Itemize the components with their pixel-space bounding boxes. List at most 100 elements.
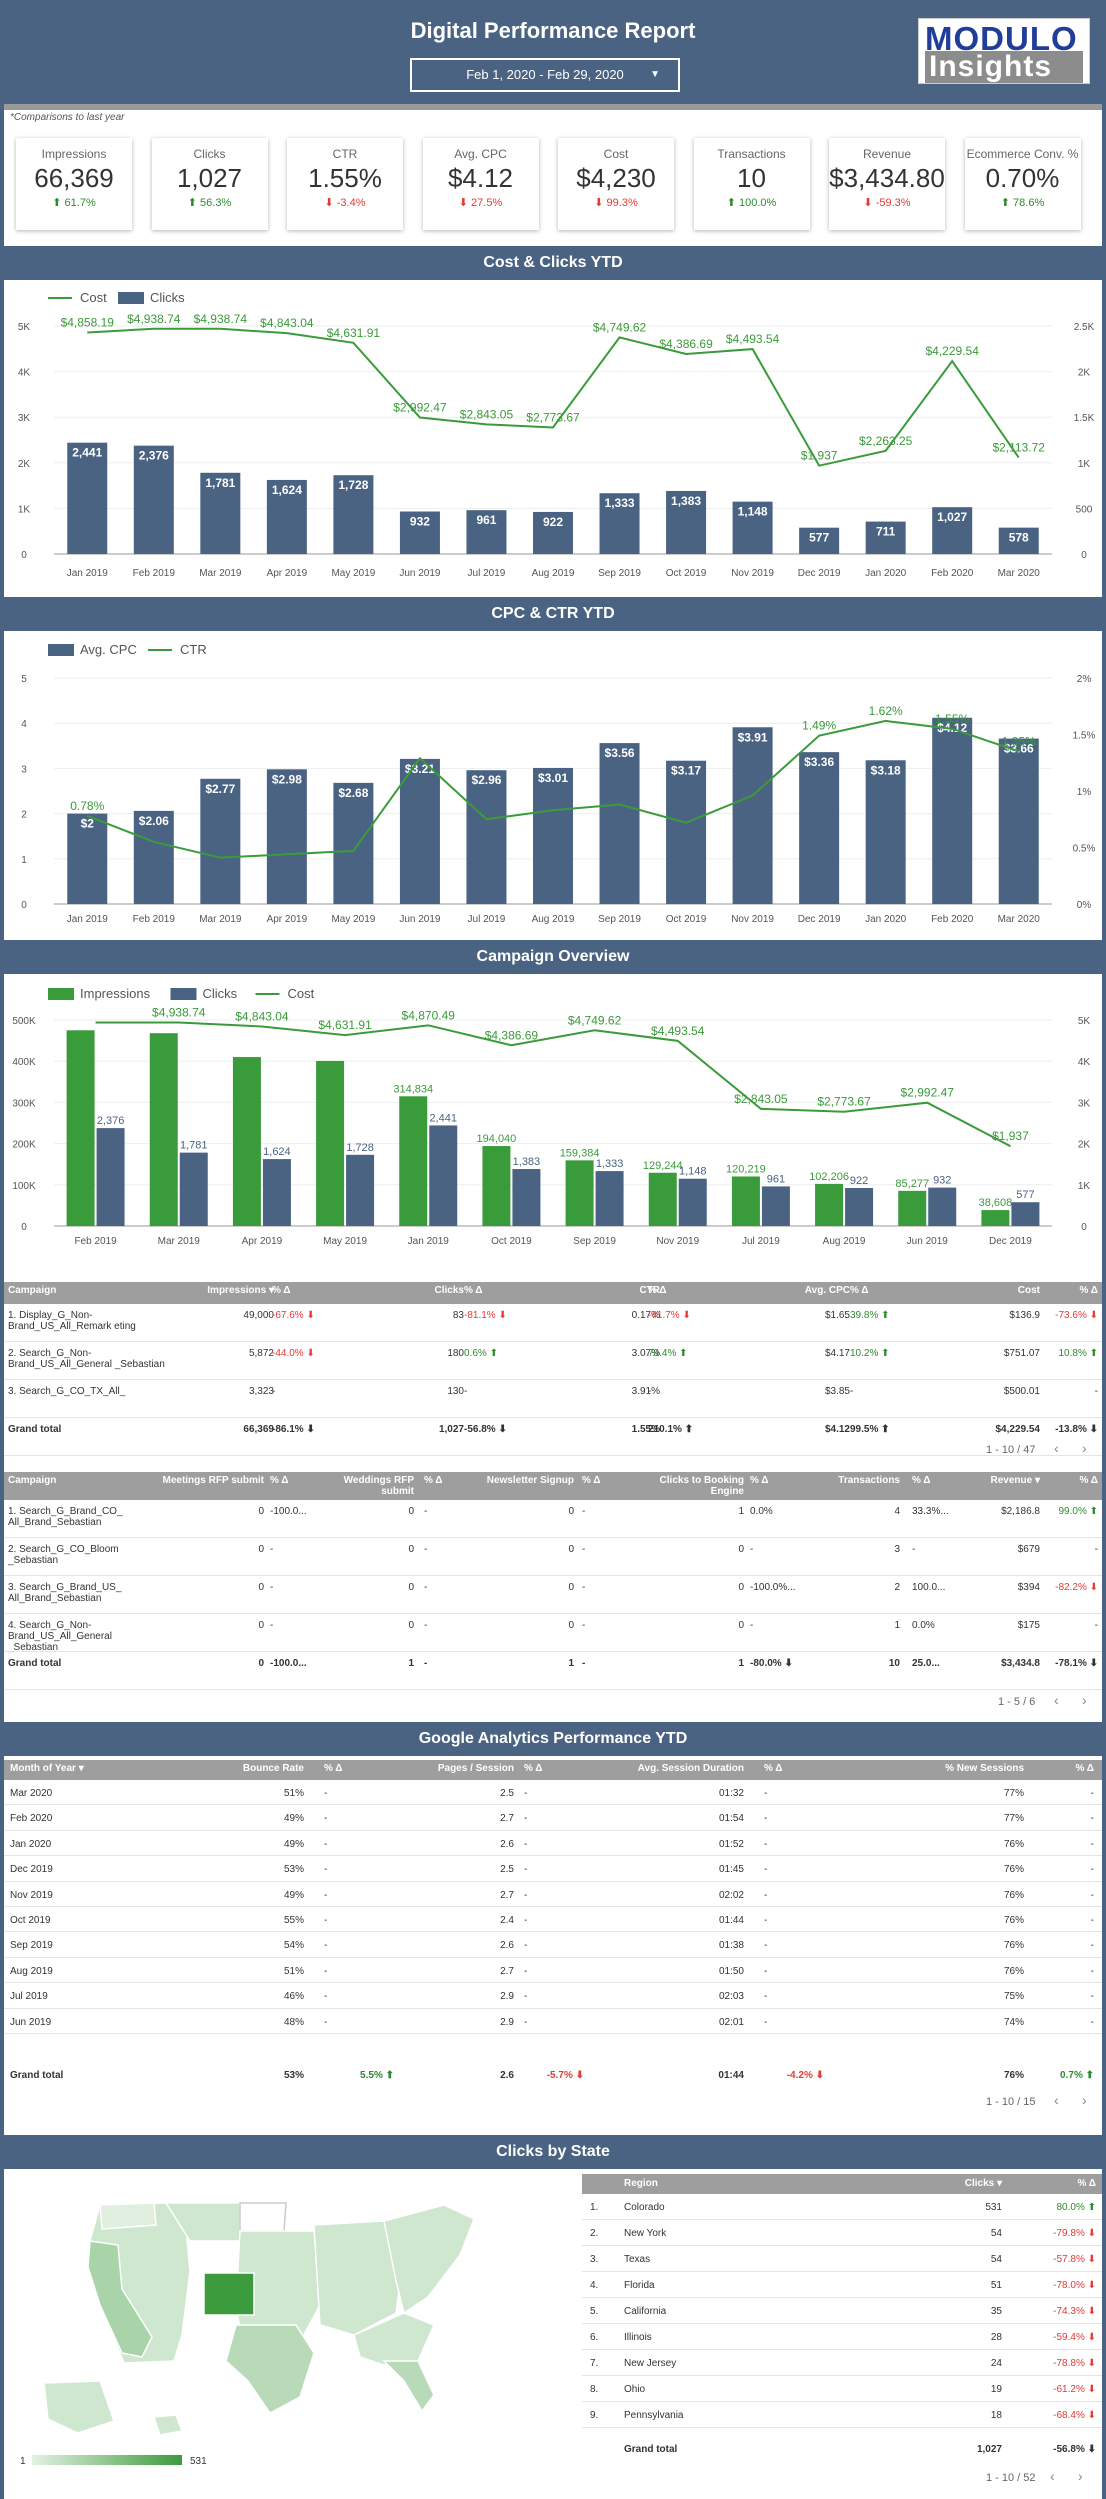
table-cell: 100.0...: [912, 1582, 946, 1593]
table-row[interactable]: Sep 2019 54% -2.6-01:38-76% -: [4, 1932, 1102, 1957]
column-header[interactable]: % Δ: [270, 1475, 289, 1486]
x-tick-label: Feb 2020: [931, 914, 974, 925]
logo: MODULO Insights: [918, 18, 1090, 84]
prev-page-icon[interactable]: ‹: [1054, 1440, 1059, 1456]
column-header[interactable]: % Δ: [582, 1475, 601, 1486]
table-row[interactable]: 2. Search_G_CO_Bloom _Sebastian 0-0-0-0-3…: [4, 1538, 1102, 1576]
table-row[interactable]: 6. Illinois 28 -59.4% ⬇: [582, 2324, 1102, 2350]
table-cell: -: [524, 2016, 528, 2028]
table-cell: 10: [888, 1658, 900, 1669]
column-header[interactable]: Meetings RFP submit: [162, 1475, 265, 1486]
column-header[interactable]: Revenue ▾: [990, 1475, 1040, 1486]
table-row[interactable]: 5. California 35 -74.3% ⬇: [582, 2298, 1102, 2324]
table-row[interactable]: 3. Search_G_Brand_US_ All_Brand_Sebastia…: [4, 1576, 1102, 1614]
table-row[interactable]: Grand total 0 -100.0... 1-1-1 -80.0% ⬇ 10 25.0…: [4, 1652, 1102, 1690]
column-header[interactable]: Pages / Session: [437, 1763, 514, 1774]
table-cell: 3: [894, 1544, 900, 1555]
table-row[interactable]: 2. New York 54 -79.8% ⬇: [582, 2220, 1102, 2246]
table-row[interactable]: Mar 2020 51% -2.5-01:32-77% -: [4, 1780, 1102, 1805]
column-header[interactable]: % New Sessions: [945, 1763, 1024, 1774]
line-data-label: $2,843.05: [734, 1092, 788, 1106]
column-header[interactable]: % Δ: [764, 1763, 783, 1774]
line-data-label: $4,229.54: [926, 344, 980, 358]
table-row[interactable]: 1. Colorado 531 80.0% ⬆: [582, 2194, 1102, 2220]
column-header[interactable]: % Δ: [1079, 1285, 1099, 1296]
next-page-icon[interactable]: ›: [1082, 1440, 1087, 1456]
grand-total-cell: 5.5% ⬆: [360, 2070, 394, 2081]
table-row[interactable]: Jul 2019 46% -2.9-02:03-75% -: [4, 1983, 1102, 2008]
table-row[interactable]: 3. Search_G_CO_TX_All_ 3,323-130-3.91% - $3…: [4, 1380, 1102, 1418]
table-row[interactable]: Jun 2019 48% -2.9-02:01-74% -: [4, 2009, 1102, 2034]
column-header[interactable]: % Δ: [1079, 1475, 1099, 1486]
prev-page-icon[interactable]: ‹: [1054, 1692, 1059, 1708]
column-header[interactable]: % Δ: [324, 1763, 343, 1774]
x-tick-label: Jul 2019: [468, 568, 506, 579]
bar-data-label: 1,624: [263, 1146, 291, 1158]
table-row[interactable]: 3. Texas 54 -57.8% ⬇: [582, 2246, 1102, 2272]
column-header[interactable]: Weddings RFP submit: [343, 1475, 414, 1497]
table-cell: $4.12: [824, 1424, 850, 1435]
table-row[interactable]: 1. Search_G_Brand_CO_ All_Brand_Sebastia…: [4, 1500, 1102, 1538]
table-cell: $4,229.54: [995, 1424, 1041, 1435]
column-header[interactable]: Transactions: [838, 1475, 900, 1486]
prev-page-icon[interactable]: ‹: [1054, 2092, 1059, 2108]
prev-page-icon[interactable]: ‹: [1050, 2468, 1055, 2484]
table-cell: 1,027: [438, 1424, 464, 1435]
region-name: Illinois: [624, 2332, 652, 2343]
column-header[interactable]: % Δ: [424, 1475, 443, 1486]
table-row[interactable]: Feb 2020 49% -2.7-01:54-77% -: [4, 1805, 1102, 1830]
table-cell: 1: [408, 1658, 414, 1669]
column-header[interactable]: Impressions ▾: [207, 1285, 274, 1296]
line-data-label: 1.55%: [935, 712, 969, 726]
column-header[interactable]: % Δ: [464, 1285, 483, 1296]
table-row[interactable]: 9. Pennsylvania 18 -68.4% ⬇: [582, 2402, 1102, 2428]
table-row[interactable]: 8. Ohio 19 -61.2% ⬇: [582, 2376, 1102, 2402]
table-row[interactable]: 7. New Jersey 24 -78.8% ⬇: [582, 2350, 1102, 2376]
date-range-picker[interactable]: Feb 1, 2020 - Feb 29, 2020 ▼: [410, 58, 680, 92]
column-header[interactable]: Campaign: [8, 1475, 57, 1486]
bar-clicks: [200, 472, 241, 554]
column-header[interactable]: Region: [624, 2178, 658, 2189]
column-header[interactable]: Avg. CPC: [804, 1285, 850, 1296]
column-header[interactable]: Avg. Session Duration: [637, 1763, 744, 1774]
table-cell: 49,000: [243, 1310, 274, 1321]
column-header[interactable]: Month of Year ▾: [10, 1763, 84, 1774]
table-row[interactable]: 4. Search_G_Non- Brand_US_All_General _S…: [4, 1614, 1102, 1653]
column-header[interactable]: % Δ: [1077, 2178, 1097, 2189]
column-header[interactable]: Clicks ▾: [964, 2178, 1002, 2189]
column-header[interactable]: % Δ: [750, 1475, 769, 1486]
column-header[interactable]: % Δ: [1075, 1763, 1095, 1774]
column-header[interactable]: Cost: [1017, 1285, 1040, 1296]
table-row[interactable]: Oct 2019 55% -2.4-01:44-76% -: [4, 1907, 1102, 1932]
column-header[interactable]: Newsletter Signup: [486, 1475, 574, 1486]
y-tick-right: 2K: [1078, 368, 1091, 379]
column-header[interactable]: % Δ: [524, 1763, 543, 1774]
bar-clicks: [179, 1152, 208, 1226]
bar-clicks: [533, 511, 573, 554]
y-tick-right: 1.5%: [1073, 731, 1096, 742]
next-page-icon[interactable]: ›: [1082, 1692, 1087, 1708]
kpi-label: Ecommerce Conv. %: [966, 147, 1079, 161]
bar-data-label: $3.01: [538, 771, 568, 785]
column-header[interactable]: % Δ: [912, 1475, 931, 1486]
column-header[interactable]: % Δ: [850, 1285, 869, 1296]
table-row[interactable]: 1. Display_G_Non- Brand_US_All_Remark et…: [4, 1304, 1102, 1342]
column-header[interactable]: Campaign: [8, 1285, 57, 1296]
column-header[interactable]: % Δ: [272, 1285, 291, 1296]
next-page-icon[interactable]: ›: [1082, 2092, 1087, 2108]
row-divider: [582, 2375, 1102, 2376]
table-row[interactable]: Jan 2020 49% -2.6-01:52-76% -: [4, 1831, 1102, 1856]
next-page-icon[interactable]: ›: [1078, 2468, 1083, 2484]
table-row[interactable]: 2. Search_G_Non- Brand_US_All_General _S…: [4, 1342, 1102, 1380]
column-header[interactable]: Clicks to Booking Engine: [659, 1475, 744, 1497]
table-row[interactable]: 4. Florida 51 -78.0% ⬇: [582, 2272, 1102, 2298]
column-header[interactable]: CTR: [639, 1285, 660, 1296]
table-cell: 51%: [283, 1965, 304, 1977]
column-header[interactable]: Clicks: [434, 1285, 464, 1296]
column-header[interactable]: Bounce Rate: [242, 1763, 304, 1774]
table-row[interactable]: Grand total 66,369 -86.1% ⬇ 1,027 -56.8% ⬇ 1.…: [4, 1418, 1102, 1456]
table-row[interactable]: Dec 2019 53% -2.5-01:45-76% -: [4, 1856, 1102, 1881]
column-header[interactable]: % Δ: [648, 1285, 667, 1296]
table-row[interactable]: Aug 2019 51% -2.7-01:50-76% -: [4, 1958, 1102, 1983]
table-row[interactable]: Nov 2019 49% -2.7-02:02-76% -: [4, 1882, 1102, 1907]
